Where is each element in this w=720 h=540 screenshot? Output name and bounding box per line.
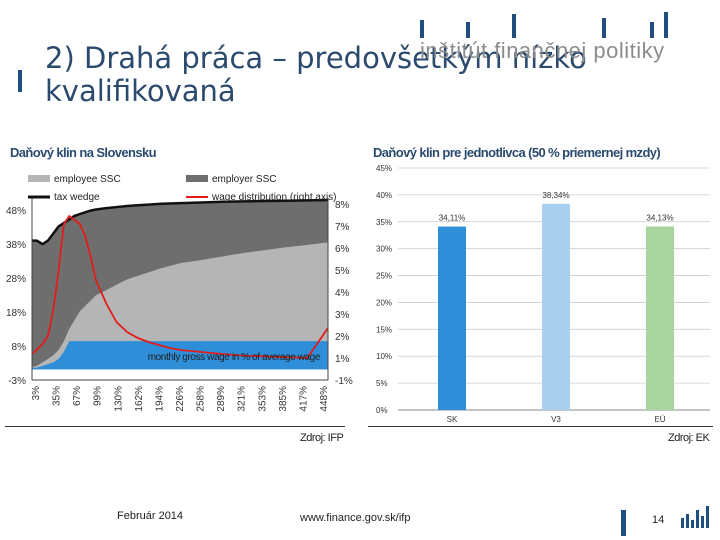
legend-label-wage-distribution: wage distribution (right axis) [211, 192, 337, 203]
slide-title: 2) Drahá práca – predovšetkým nízko kval… [45, 42, 685, 108]
y-tick-label: 35% [376, 218, 392, 227]
y-tick-label: 5% [376, 379, 388, 388]
logo-bar [664, 12, 668, 38]
slide-title-line1: 2) Drahá práca – predovšetkým nízko [45, 41, 587, 75]
x-tick-label: 67% [72, 386, 83, 406]
legend-label-employer: employer SSC [212, 174, 276, 185]
y-tick-label: 30% [376, 245, 392, 254]
y-right-tick-label: 5% [335, 266, 350, 277]
y-left-tick-label: 48% [6, 206, 26, 217]
y-right-tick-label: 7% [335, 222, 350, 233]
x-tick-label: 258% [196, 386, 207, 412]
legend-swatch-employer [186, 175, 208, 182]
chart1-title: Daňový klin na Slovensku [10, 145, 157, 160]
category-label: SK [447, 415, 458, 424]
y-left-tick-label: 8% [12, 342, 27, 353]
chart2-svg: 45% 40% 35% 30% 25% 20% 15% 10% 5% 0% 34,11% SK 38,3… [376, 164, 710, 424]
slide-title-line2: kvalifikovaná [45, 74, 236, 108]
bar-value-label: 38,34% [542, 191, 569, 200]
chart1-source: Zdroj: IFP [300, 432, 344, 444]
x-tick-label: 226% [175, 386, 186, 412]
ifp-logo: inštitút finančnej politiky [420, 38, 665, 63]
y-tick-label: 45% [376, 164, 392, 173]
x-tick-label: 417% [298, 386, 309, 412]
footer-logo-icon [681, 506, 709, 528]
chart2-title: Daňový klin pre jednotlivca (50 % prieme… [373, 145, 661, 160]
y-tick-label: 25% [376, 272, 392, 281]
chart1-rule [5, 426, 345, 427]
logo-bar [512, 14, 516, 38]
legend-swatch-employee [28, 175, 50, 182]
x-tick-label: 35% [52, 386, 63, 406]
bar-value-label: 34,11% [439, 214, 466, 223]
x-tick-label: 448% [319, 386, 330, 412]
y-right-tick-label: 6% [335, 244, 350, 255]
x-tick-label: 194% [154, 386, 165, 412]
y-left-tick-label: 38% [6, 240, 26, 251]
chart1-annotation: monthly gross wage in % of average wage [148, 352, 321, 363]
logo-bar [602, 18, 606, 38]
logo-bar [650, 22, 654, 38]
legend-label-tax-wedge: tax wedge [54, 192, 100, 203]
y-tick-label: 20% [376, 298, 392, 307]
y-tick-label: 0% [376, 406, 388, 415]
chart1-plot: 48% 38% 28% 18% 8% -3% 8% 7% 6% 5% 4% 3% 2% 1% -1% 3% 35… [6, 174, 353, 412]
bar-value-label: 34,13% [646, 213, 673, 222]
footer-url: www.finance.gov.sk/ifp [300, 512, 411, 524]
chart2-rule [368, 426, 713, 427]
lowwage-band-area [32, 341, 328, 370]
y-tick-label: 15% [376, 325, 392, 334]
y-right-tick-label: 8% [335, 200, 350, 211]
bar-V3 [542, 203, 570, 410]
y-right-tick-label: 4% [335, 288, 350, 299]
page-number: 14 [652, 514, 665, 526]
y-right-tick-label: 2% [335, 332, 350, 343]
x-tick-label: 321% [237, 386, 248, 412]
bar-SK [438, 226, 466, 410]
category-label: V3 [551, 415, 561, 424]
logo-bar [466, 22, 470, 38]
x-tick-label: 3% [31, 386, 42, 401]
x-tick-label: 289% [216, 386, 227, 412]
bar-EÚ [646, 226, 674, 410]
employee-ssc-area [32, 242, 328, 370]
y-right-tick-label: 3% [335, 310, 350, 321]
logo-bar [420, 20, 424, 38]
x-tick-label: 99% [93, 386, 104, 406]
legend-label-employee: employee SSC [54, 174, 121, 185]
y-right-tick-label: -1% [335, 376, 353, 387]
x-tick-label: 353% [257, 386, 268, 412]
footer-date: Február 2014 [117, 510, 184, 522]
y-left-tick-label: 28% [6, 274, 26, 285]
wage-distribution-line [31, 214, 329, 359]
chart1-svg: 48% 38% 28% 18% 8% -3% 8% 7% 6% 5% 4% 3% 2% 1% -1% 3% 35… [6, 174, 353, 412]
title-accent-bar [18, 70, 22, 92]
category-label: EÚ [654, 415, 665, 424]
tax-wedge-line [32, 198, 329, 246]
y-tick-label: 10% [376, 352, 392, 361]
x-tick-label: 385% [278, 386, 289, 412]
chart2-plot: 45% 40% 35% 30% 25% 20% 15% 10% 5% 0% 34,11% SK 38,3… [376, 164, 710, 424]
chart2-source: Zdroj: EK [668, 432, 710, 444]
y-right-tick-label: 1% [335, 354, 350, 365]
x-tick-label: 130% [113, 386, 124, 412]
y-left-tick-label: -3% [8, 376, 26, 387]
x-tick-label: 162% [134, 386, 145, 412]
footer-bar [621, 510, 626, 536]
y-tick-label: 40% [376, 191, 392, 200]
y-left-tick-label: 18% [6, 308, 26, 319]
